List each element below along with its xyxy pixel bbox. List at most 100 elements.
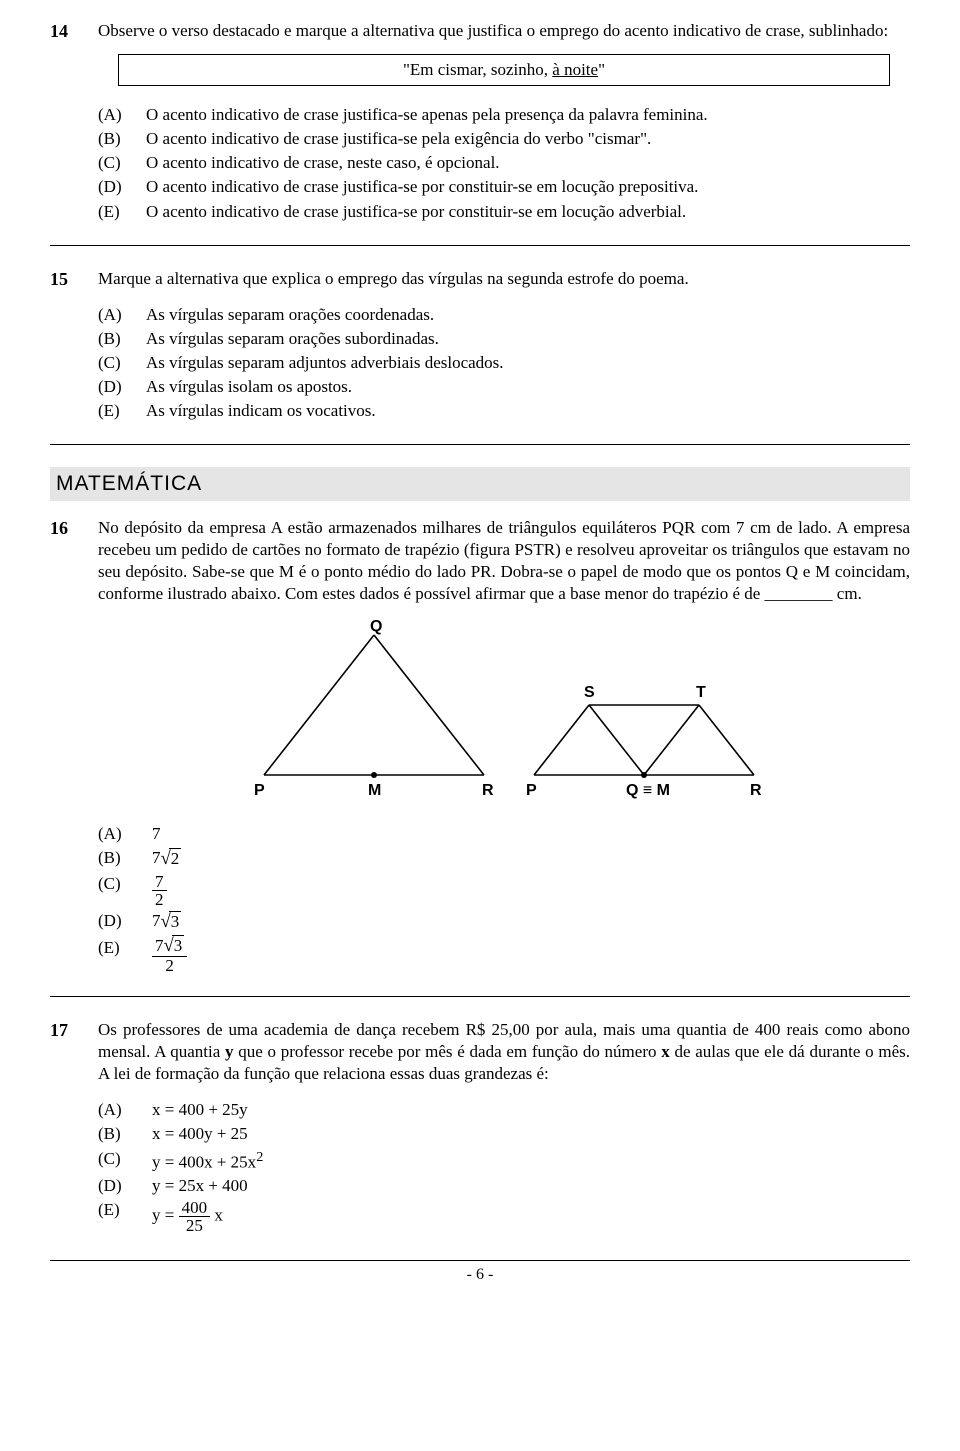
alt-letter: (C) [98,152,146,176]
sqrt-icon: √2 [161,847,182,871]
question-15-alternatives: (A)As vírgulas separam orações coordenad… [98,304,504,424]
alt-letter: (B) [98,328,146,352]
prefix: y = [152,1206,179,1225]
question-16: 16 No depósito da empresa A estão armaze… [50,517,910,977]
alt-row: (B)O acento indicativo de crase justific… [98,128,708,152]
alt-value: 7√3 [146,910,187,936]
radicand: 2 [169,848,182,868]
alt-text: y = 400x + 25x2 [146,1148,263,1176]
alt-text: O acento indicativo de crase justifica-s… [146,176,708,200]
quote-suffix: " [598,60,605,79]
svg-text:R: R [482,782,494,799]
alt-row: (C)y = 400x + 25x2 [98,1148,263,1176]
alt-letter: (C) [98,352,146,376]
numerator: 7√3 [152,937,187,957]
alt-letter: (E) [98,400,146,424]
alt-letter: (A) [98,823,146,847]
alt-row: (D)As vírgulas isolam os apostos. [98,376,504,400]
question-15-stem: Marque a alternativa que explica o empre… [98,268,910,290]
question-17-stem: Os professores de uma academia de dança … [98,1019,910,1085]
question-14: 14 Observe o verso destacado e marque a … [50,20,910,225]
svg-text:T: T [696,684,706,701]
quote-prefix: "Em cismar, sozinho, [403,60,552,79]
fraction: 7√3 2 [152,937,187,974]
alt-letter: (D) [98,376,146,400]
alt-row: (D)O acento indicativo de crase justific… [98,176,708,200]
denominator: 2 [152,957,187,974]
alt-text: y = 400 25 x [146,1199,263,1236]
alt-letter: (D) [98,1175,146,1199]
alt-letter: (D) [98,910,146,936]
question-16-body: No depósito da empresa A estão armazenad… [98,517,910,977]
fraction: 7 2 [152,873,167,908]
question-15-body: Marque a alternativa que explica o empre… [98,268,910,425]
separator [50,996,910,997]
alt-text: O acento indicativo de crase justifica-s… [146,201,708,225]
page-number: - 6 - [467,1266,494,1283]
question-14-body: Observe o verso destacado e marque a alt… [98,20,910,225]
alt-letter: (A) [98,104,146,128]
question-17: 17 Os professores de uma academia de dan… [50,1019,910,1236]
question-17-body: Os professores de uma academia de dança … [98,1019,910,1236]
question-16-stem: No depósito da empresa A estão armazenad… [98,517,910,605]
numerator: 7 [152,873,167,891]
alt-letter: (E) [98,937,146,976]
alt-letter: (A) [98,1099,146,1123]
question-14-alternatives: (A)O acento indicativo de crase justific… [98,104,708,224]
alt-row: (B) 7√2 [98,847,187,873]
question-16-figure: QPRMPRSTQ ≡ M [98,617,910,807]
alt-letter: (B) [98,128,146,152]
alt-text: O acento indicativo de crase, neste caso… [146,152,708,176]
coef: 7 [152,848,161,867]
alt-letter: (B) [98,1123,146,1147]
alt-text: x = 400y + 25 [146,1123,263,1147]
denominator: 25 [179,1217,211,1234]
svg-text:Q ≡ M: Q ≡ M [626,782,670,799]
svg-text:R: R [750,782,762,799]
svg-text:M: M [368,782,381,799]
coef: 7 [152,911,161,930]
footer-line [50,1260,910,1261]
section-header-math: MATEMÁTICA [50,467,910,500]
question-17-number: 17 [50,1019,98,1236]
alt-row: (B)As vírgulas separam orações subordina… [98,328,504,352]
svg-text:P: P [526,782,537,799]
svg-text:P: P [254,782,265,799]
separator [50,444,910,445]
svg-text:S: S [584,684,595,701]
alt-row: (A)As vírgulas separam orações coordenad… [98,304,504,328]
alt-value: 7√2 [146,847,187,873]
suffix: x [214,1206,223,1225]
alt-text: x = 400 + 25y [146,1099,263,1123]
alt-text: As vírgulas separam orações subordinadas… [146,328,504,352]
alt-row: (D) 7√3 [98,910,187,936]
alt-row: (E) 7√3 2 [98,937,187,976]
alt-text: As vírgulas isolam os apostos. [146,376,504,400]
sqrt-icon: √3 [161,910,182,934]
separator [50,245,910,246]
alt-row: (A)x = 400 + 25y [98,1099,263,1123]
alt-row: (B)x = 400y + 25 [98,1123,263,1147]
radicand: 3 [169,911,182,931]
numerator: 400 [179,1199,211,1217]
alt-value: 7 2 [146,873,187,910]
question-17-alternatives: (A)x = 400 + 25y (B)x = 400y + 25 (C)y =… [98,1099,263,1236]
question-14-stem: Observe o verso destacado e marque a alt… [98,20,910,42]
alt-letter: (E) [98,201,146,225]
question-14-number: 14 [50,20,98,225]
alt-text: As vírgulas separam orações coordenadas. [146,304,504,328]
alt-row: (E) y = 400 25 x [98,1199,263,1236]
alt-value: 7 [146,823,187,847]
alt-row: (C)As vírgulas separam adjuntos adverbia… [98,352,504,376]
triangle-diagram-svg: QPRMPRSTQ ≡ M [234,617,774,807]
question-14-quote: "Em cismar, sozinho, à noite" [118,54,889,86]
page-footer: - 6 - [50,1260,910,1286]
sqrt-icon: √3 [164,937,185,956]
question-15: 15 Marque a alternativa que explica o em… [50,268,910,425]
question-15-number: 15 [50,268,98,425]
alt-row: (E)O acento indicativo de crase justific… [98,201,708,225]
fraction: 400 25 [179,1199,211,1234]
alt-text: O acento indicativo de crase justifica-s… [146,128,708,152]
question-16-alternatives: (A) 7 (B) 7√2 (C) 7 2 [98,823,187,976]
alt-row: (D)y = 25x + 400 [98,1175,263,1199]
